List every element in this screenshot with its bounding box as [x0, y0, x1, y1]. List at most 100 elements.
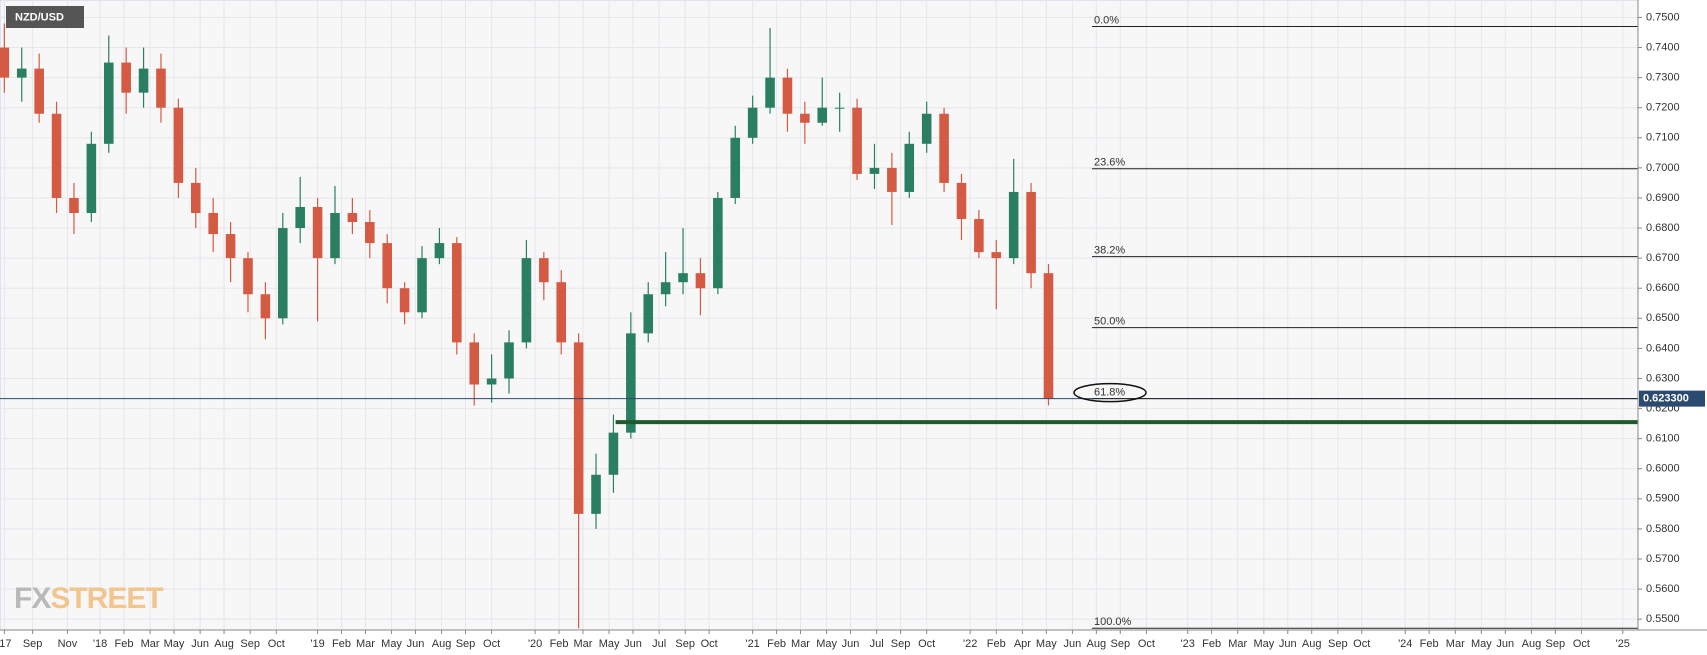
x-tick-label: Feb [332, 638, 351, 650]
overlay: 0.0% 23.6% 38.2% 50.0% 61.8% 100.0% [0, 14, 1638, 629]
y-tick-label: 0.7300 [1646, 72, 1680, 84]
candle-body [591, 474, 601, 514]
fib-label: 0.0% [1094, 14, 1119, 26]
candle-body [365, 222, 375, 244]
x-tick-label: Aug [1302, 638, 1322, 650]
candle-body [260, 294, 271, 319]
x-tick-label: '24 [1398, 638, 1412, 650]
candle-body [939, 113, 949, 183]
x-tick-label: Sep [240, 638, 260, 650]
x-tick-label: Jun [1064, 638, 1082, 650]
x-tick-label: Oct [1353, 638, 1370, 650]
y-tick-label: 0.5700 [1646, 553, 1680, 565]
candle-body [347, 213, 358, 223]
x-tick-label: Mar [356, 638, 375, 650]
symbol-badge [6, 6, 84, 28]
candle-body [417, 258, 427, 313]
x-tick-label: '19 [310, 638, 324, 650]
y-tick-label: 0.5800 [1646, 523, 1680, 535]
x-tick-label: Sep [1110, 638, 1130, 650]
x-tick-label: Sep [675, 638, 695, 650]
candle-body [782, 77, 793, 114]
candle-body [678, 273, 688, 283]
y-tick-label: 0.7100 [1646, 132, 1680, 144]
fib-highlight [1073, 382, 1147, 403]
candle-body [956, 182, 967, 220]
x-tick-label: Feb [1420, 638, 1439, 650]
x-tick-label: Sep [1328, 638, 1348, 650]
x-tick-label: Jun [407, 638, 425, 650]
x-tick-label: Aug [1087, 638, 1107, 650]
candle-body [208, 213, 218, 235]
x-tick-label: Feb [987, 638, 1006, 650]
fib-label: 100.0% [1094, 616, 1132, 628]
x-tick-label: Sep [23, 638, 43, 650]
x-tick-label: Mar [791, 638, 810, 650]
y-tick-label: 0.6300 [1646, 372, 1680, 384]
candle-body [904, 143, 915, 192]
x-tick-label: '18 [93, 638, 107, 650]
watermark-fx: FX [14, 582, 51, 615]
candle-body [852, 107, 862, 174]
candle-body [16, 68, 27, 78]
candle-body [156, 68, 166, 108]
y-tick-label: 0.5900 [1646, 493, 1680, 505]
x-tick-label: Jun [191, 638, 209, 650]
x-tick-label: '20 [528, 638, 542, 650]
x-tick-label: May [1253, 638, 1274, 650]
candle-body [243, 258, 253, 295]
candle-body [800, 113, 810, 123]
x-tick-label: Mar [574, 638, 593, 650]
y-tick-label: 0.7200 [1646, 102, 1680, 114]
x-tick-label: Mar [1446, 638, 1465, 650]
candle-body [399, 288, 410, 313]
y-tick-label: 0.6600 [1646, 282, 1680, 294]
x-tick-label: Oct [1573, 638, 1590, 650]
x-tick-label: May [1471, 638, 1492, 650]
candle-body [504, 342, 514, 379]
grid [0, 0, 1638, 630]
x-tick-label: Nov [58, 638, 78, 650]
x-tick-label: May [164, 638, 185, 650]
x-tick-label: Aug [432, 638, 452, 650]
x-tick-label: Oct [918, 638, 935, 650]
y-tick-label: 0.6400 [1646, 342, 1680, 354]
y-tick-label: 0.6500 [1646, 312, 1680, 324]
x-tick-label: May [1036, 638, 1057, 650]
x-tick-label: Sep [1546, 638, 1566, 650]
x-tick-label: '22 [963, 638, 977, 650]
y-tick-label: 0.6000 [1646, 463, 1680, 475]
candle-body [382, 243, 392, 289]
x-tick-label: '23 [1181, 638, 1195, 650]
x-tick-label: '17 [0, 638, 12, 650]
x-tick-label: Mar [1228, 638, 1247, 650]
y-tick-label: 0.7500 [1646, 11, 1680, 23]
candle-body [86, 143, 97, 214]
candle-body [173, 107, 184, 183]
x-tick-label: Sep [891, 638, 911, 650]
y-tick-label: 0.6800 [1646, 222, 1680, 234]
fib-label: 50.0% [1094, 316, 1125, 328]
y-tick-label: 0.6900 [1646, 192, 1680, 204]
candle-body [660, 282, 671, 295]
x-tick-label: Feb [1202, 638, 1221, 650]
x-tick-label: Sep [456, 638, 476, 650]
candle-body [1008, 191, 1019, 259]
candle-body [1026, 191, 1036, 274]
plot-area [0, 0, 1639, 631]
x-tick-label: Oct [1138, 638, 1155, 650]
candle-body [539, 258, 549, 283]
candle-body [138, 68, 149, 93]
candle-body [626, 333, 636, 433]
x-tick-label: May [599, 638, 620, 650]
x-tick-label: Oct [483, 638, 500, 650]
candle-body [295, 206, 305, 229]
watermark-street: STREET [50, 582, 163, 615]
candle-body [608, 432, 619, 475]
x-tick-label: Feb [550, 638, 569, 650]
fib-label: 23.6% [1094, 157, 1125, 169]
candle-body [312, 206, 323, 259]
candle-body [121, 62, 131, 93]
x-tick-label: Apr [1014, 638, 1031, 650]
